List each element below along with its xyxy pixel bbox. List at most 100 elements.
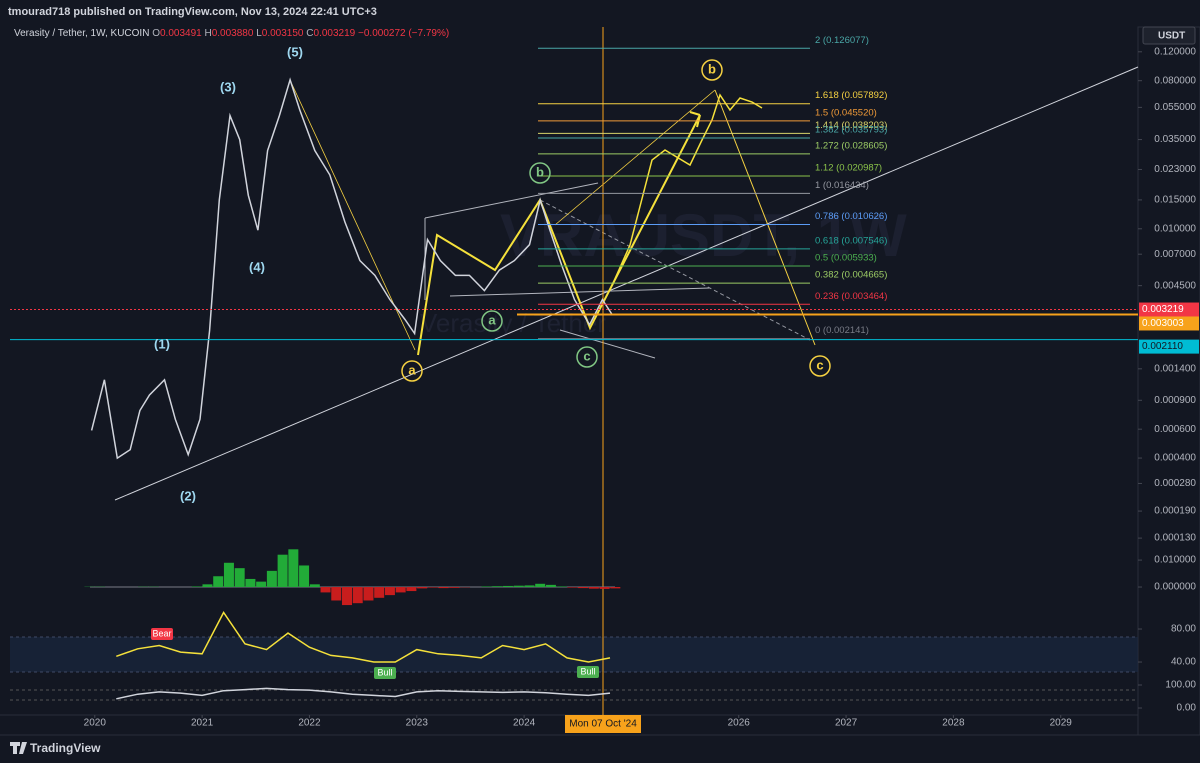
- logo: TradingView: [30, 741, 101, 755]
- fib-label: 1.618 (0.057892): [815, 90, 887, 101]
- y-tick-label: 0.000900: [1154, 395, 1196, 406]
- histogram-bar: [202, 584, 213, 588]
- currency[interactable]: USDT: [1158, 31, 1185, 42]
- y-tick-label: 0.023000: [1154, 164, 1196, 175]
- y-tick-label: 0.000000: [1154, 582, 1196, 593]
- wave-label: (1): [154, 336, 170, 351]
- histogram-bar: [256, 581, 267, 588]
- price-label: 0.002110: [1142, 341, 1183, 352]
- watermark-sub: Verasity / Tether: [420, 308, 606, 338]
- price-label: 0.003219: [1142, 304, 1184, 315]
- x-tick-label: 2023: [406, 718, 429, 729]
- histogram-bar: [599, 587, 610, 589]
- fib-label: 1.414 (0.038203): [815, 120, 887, 131]
- ohlc-value: 0.003491: [160, 28, 202, 39]
- signal-label: Bull: [580, 666, 595, 676]
- y-tick-label: 0.120000: [1154, 46, 1196, 57]
- trend-line: [559, 329, 656, 359]
- wave-circle: [401, 360, 423, 382]
- histogram-bar: [299, 565, 310, 588]
- histogram-bar: [288, 549, 299, 588]
- x-tick-label: 2021: [191, 718, 214, 729]
- y-tick-label: 0.00: [1177, 703, 1197, 714]
- histogram-bar: [213, 576, 224, 588]
- ohlc-key: L: [256, 28, 262, 39]
- histogram-bar: [406, 587, 417, 592]
- price-label: 0.003003: [1142, 318, 1184, 329]
- histogram-bar: [374, 587, 385, 598]
- symbol: Verasity / Tether, 1W, KUCOIN: [14, 28, 149, 39]
- fib-label: 0.382 (0.004665): [815, 270, 887, 281]
- trend-line: [424, 182, 599, 219]
- histogram-bar: [545, 584, 556, 588]
- histogram-bar: [266, 570, 277, 588]
- fib-label: 0.5 (0.005933): [815, 252, 877, 263]
- wave-line: [554, 89, 716, 226]
- ohlc-key: O: [152, 28, 160, 39]
- fib-label: 1.382 (0.035793): [815, 124, 887, 135]
- signal-label: Bull: [377, 667, 392, 677]
- x-tick-label: 2026: [728, 718, 751, 729]
- trend-line: [449, 287, 711, 297]
- ohlc-key: H: [204, 28, 211, 39]
- fib-label: 0.618 (0.007546): [815, 235, 887, 246]
- series-line: [116, 611, 611, 663]
- histogram-bar: [502, 585, 513, 588]
- histogram-bar: [384, 587, 395, 596]
- wave-label: a: [408, 362, 416, 377]
- histogram-bar: [234, 568, 245, 588]
- y-tick-label: 0.001400: [1154, 363, 1196, 374]
- histogram-bar: [223, 562, 234, 588]
- crosshair-label: Mon 07 Oct '24: [569, 719, 637, 730]
- osc-band: [10, 637, 1138, 672]
- histogram-bar: [513, 585, 524, 588]
- wave-circle: [576, 346, 598, 368]
- fib-label: 1 (0.016434): [815, 180, 869, 191]
- ohlc-value: 0.003880: [212, 28, 254, 39]
- histogram-bar: [588, 587, 599, 589]
- currency-button[interactable]: [1142, 26, 1196, 45]
- y-tick-label: 0.000130: [1154, 533, 1196, 544]
- x-tick-label: 2029: [1050, 718, 1073, 729]
- watermark: VRAUSDT, 1W: [500, 202, 907, 269]
- histogram-bar: [449, 587, 460, 588]
- price-label-box: [1139, 302, 1199, 317]
- price-label-box: [1139, 316, 1199, 331]
- histogram-bar: [342, 587, 353, 606]
- histogram-bar: [245, 578, 256, 588]
- wave-circle: [809, 355, 831, 377]
- signal-box: [577, 666, 599, 678]
- wave-label: c: [816, 357, 823, 372]
- y-tick-label: 0.007000: [1154, 249, 1196, 260]
- projection-line: [539, 199, 811, 341]
- y-tick-label: 0.010000: [1154, 223, 1196, 234]
- histogram-bar: [191, 586, 202, 588]
- x-tick-label: 2028: [942, 718, 965, 729]
- signal-label: Bear: [152, 628, 171, 638]
- wave-label: c: [583, 348, 590, 363]
- wave-circle: [481, 310, 503, 332]
- histogram-bar: [277, 554, 288, 588]
- y-tick-label: 0.000280: [1154, 478, 1196, 489]
- histogram-bar: [481, 586, 492, 588]
- histogram-bar: [438, 587, 449, 589]
- x-tick-label: 2024: [513, 718, 536, 729]
- histogram-bar: [492, 586, 503, 588]
- wave-label: b: [708, 61, 716, 76]
- fib-label: 2 (0.126077): [815, 35, 869, 46]
- x-tick-label: 2027: [835, 718, 858, 729]
- histogram-bar: [352, 587, 363, 604]
- histogram-bar: [578, 587, 589, 589]
- y-tick-label: 80.00: [1171, 624, 1196, 635]
- y-tick-label: 0.080000: [1154, 75, 1196, 86]
- histogram-bar: [417, 587, 428, 589]
- histogram-bar: [395, 587, 406, 593]
- histogram-bar: [427, 587, 438, 588]
- y-tick-label: 0.004500: [1154, 280, 1196, 291]
- publisher: tmourad718 published on TradingView.com,…: [8, 6, 377, 18]
- fib-label: 0.786 (0.010626): [815, 211, 887, 222]
- wave-line: [714, 89, 816, 346]
